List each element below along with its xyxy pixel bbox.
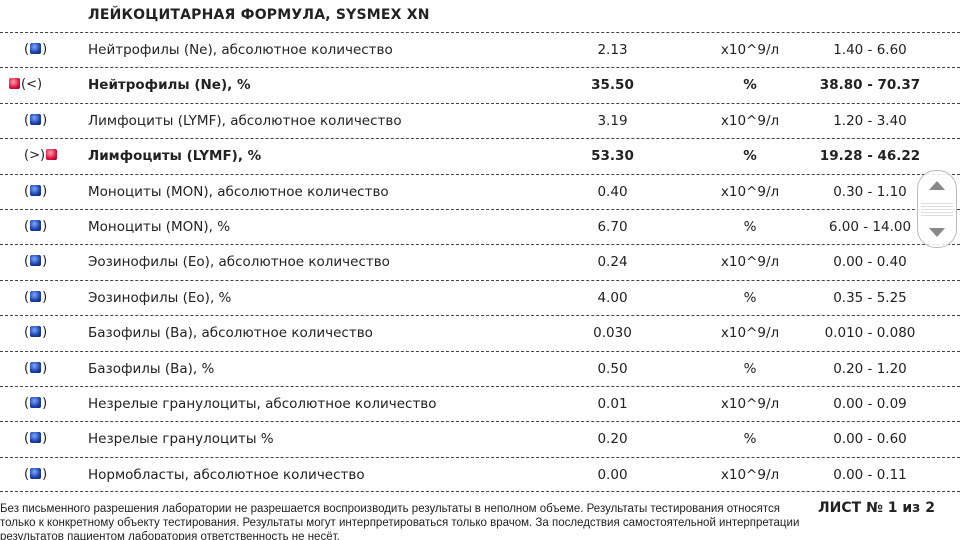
status-flag: () [24,183,48,199]
table-row: () Базофилы (Ba), % 0.50% 0.20 - 1.20 [0,350,960,386]
table-row: () Эозинофилы (Eo), абсолютное количество… [0,244,960,279]
table-row: () Незрелые гранулоциты, абсолютное колич… [0,385,960,421]
result-value: 4.00 [597,289,628,306]
result-name: Нейтрофилы (Ne), абсолютное количество [88,42,393,58]
results-table: () Нейтрофилы (Ne), абсолютное количество… [0,32,960,493]
result-name: Моноциты (MON), % [88,218,231,235]
normal-indicator-icon [30,113,42,125]
reference-range: 0.00 - 0.09 [833,395,907,412]
result-unit: x10^9/л [720,325,780,342]
scroll-grip[interactable] [921,201,953,217]
result-unit: x10^9/л [720,395,780,412]
result-unit: x10^9/л [720,112,780,129]
result-value: 0.00 [597,466,628,483]
page-indicator: ЛИСТ № 1 из 2 [818,500,935,516]
section-title: ЛЕЙКОЦИТАРНАЯ ФОРМУЛА, SYSMEX XN [88,7,430,23]
result-value: 0.50 [597,360,628,377]
result-name: Нормобласты, абсолютное количество [88,466,365,483]
reference-range: 0.00 - 0.11 [833,466,907,483]
result-name: Незрелые гранулоциты % [88,431,274,448]
status-flag: () [24,289,48,305]
result-name: Нейтрофилы (Ne), % [88,77,251,94]
table-row: () Нормобласты, абсолютное количество 0.00… [0,456,960,493]
result-value: 6.70 [597,218,628,235]
normal-indicator-icon [30,326,42,338]
table-row: () Лимфоциты (LYMF), абсолютное количеств… [0,102,960,138]
result-name: Базофилы (Ba), % [88,360,215,377]
table-row: () Базофилы (Ba), абсолютное количество 0.… [0,315,960,350]
abnormal-indicator-icon [9,78,20,90]
result-unit: x10^9/л [720,466,780,483]
reference-range: 38.80 - 70.37 [819,77,921,94]
table-row: (<) Нейтрофилы (Ne), % 35.50% 38.80 - 70.37 [0,67,960,102]
normal-indicator-icon [30,43,42,54]
normal-indicator-icon [30,255,42,267]
result-name: Лимфоциты (LYMF), % [88,148,262,165]
result-value: 0.24 [597,254,628,271]
abnormal-indicator-icon [46,149,58,161]
result-unit: % [743,360,757,377]
scroll-up-icon[interactable] [929,181,945,190]
table-row: () Незрелые гранулоциты % 0.20% 0.00 - 0.60 [0,421,960,456]
disclaimer: Без письменного разрешения лаборатории н… [0,503,800,540]
table-row: () Эозинофилы (Eo), % 4.00% 0.35 - 5.25 [0,279,960,315]
result-name: Базофилы (Ba), абсолютное количество [88,325,373,342]
reference-range: 19.28 - 46.22 [819,148,921,165]
status-flag: () [24,218,48,234]
result-value: 35.50 [591,77,634,94]
status-flag: () [24,254,48,270]
status-flag: () [24,325,48,341]
reference-range: 0.20 - 1.20 [833,360,907,377]
reference-range: 0.00 - 0.60 [833,431,907,448]
result-value: 0.20 [597,431,628,448]
status-flag: () [24,360,48,376]
normal-indicator-icon [30,432,42,444]
reference-range: 1.40 - 6.60 [833,42,907,58]
result-unit: % [743,148,757,165]
result-unit: % [743,289,757,306]
result-name: Моноциты (MON), абсолютное количество [88,183,389,200]
result-unit: % [743,77,757,94]
result-name: Лимфоциты (LYMF), абсолютное количество [88,112,402,129]
result-name: Незрелые гранулоциты, абсолютное количес… [88,395,437,412]
reference-range: 0.010 - 0.080 [824,325,916,342]
result-unit: x10^9/л [720,42,780,58]
scroll-down-icon[interactable] [929,228,945,237]
result-unit: x10^9/л [720,254,780,271]
reference-range: 1.20 - 3.40 [833,112,907,129]
reference-range: 0.00 - 0.40 [833,254,907,271]
result-value: 2.13 [597,42,628,58]
result-name: Эозинофилы (Eo), % [88,289,232,306]
normal-indicator-icon [30,396,42,408]
normal-indicator-icon [30,361,42,373]
result-name: Эозинофилы (Eo), абсолютное количество [88,254,390,271]
normal-indicator-icon [30,184,42,196]
result-value: 53.30 [591,148,634,165]
scroll-control[interactable] [917,170,957,248]
table-row: (>) Лимфоциты (LYMF), % 53.30% 19.28 - 46.2… [0,138,960,173]
result-value: 0.40 [597,183,628,200]
status-flag: (>) [8,148,68,163]
result-value: 3.19 [597,112,628,129]
normal-indicator-icon [30,219,42,231]
status-flag: () [24,466,48,482]
status-flag: () [24,42,48,57]
normal-indicator-icon [30,290,42,302]
status-flag: (<) [8,77,68,92]
status-flag: () [24,112,48,128]
table-row: () Моноциты (MON), абсолютное количество 0… [0,173,960,209]
result-value: 0.01 [597,395,628,412]
result-unit: % [743,218,757,235]
result-value: 0.030 [593,325,632,342]
result-unit: % [743,431,757,448]
reference-range: 0.35 - 5.25 [833,289,907,306]
result-unit: x10^9/л [720,183,780,200]
table-row: () Моноциты (MON), % 6.70% 6.00 - 14.00 [0,208,960,244]
table-row: () Нейтрофилы (Ne), абсолютное количество… [0,32,960,67]
status-flag: () [24,431,48,447]
normal-indicator-icon [30,467,42,479]
reference-range: 0.30 - 1.10 [833,183,907,200]
status-flag: () [24,395,48,411]
reference-range: 6.00 - 14.00 [828,218,912,235]
